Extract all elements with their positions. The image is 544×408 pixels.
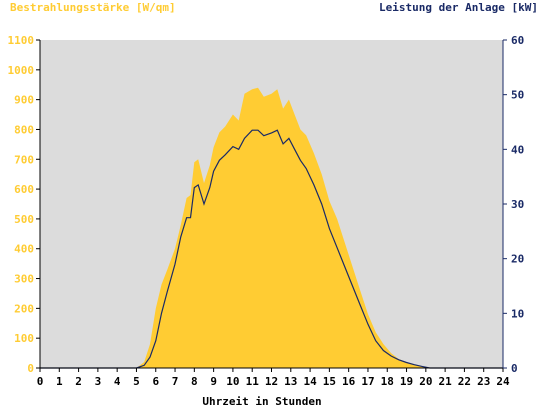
x-tick-label: 18 xyxy=(381,375,394,388)
series-power-line xyxy=(40,129,503,369)
left-tick-label: 700 xyxy=(14,153,34,166)
left-tick-label: 800 xyxy=(14,123,34,136)
x-tick-label: 7 xyxy=(172,375,179,388)
x-tick-label: 20 xyxy=(419,375,432,388)
x-tick-label: 10 xyxy=(226,375,239,388)
x-tick-label: 17 xyxy=(361,375,374,388)
x-tick-label: 21 xyxy=(439,375,453,388)
right-tick-label: 60 xyxy=(511,34,524,47)
x-tick-label: 9 xyxy=(210,375,217,388)
x-tick-label: 14 xyxy=(303,375,317,388)
x-tick-label: 12 xyxy=(265,375,278,388)
right-tick-label: 20 xyxy=(511,253,524,266)
left-tick-label: 1000 xyxy=(8,64,35,77)
x-tick-label: 4 xyxy=(114,375,121,388)
x-tick-label: 11 xyxy=(246,375,260,388)
x-tick-label: 3 xyxy=(95,375,102,388)
x-tick-label: 15 xyxy=(323,375,336,388)
x-tick-label: 2 xyxy=(75,375,82,388)
left-tick-label: 300 xyxy=(14,273,34,286)
x-tick-label: 16 xyxy=(342,375,356,388)
x-tick-label: 19 xyxy=(400,375,413,388)
x-tick-label: 1 xyxy=(56,375,63,388)
right-tick-label: 40 xyxy=(511,143,524,156)
left-tick-label: 1100 xyxy=(8,34,35,47)
right-tick-label: 50 xyxy=(511,89,524,102)
left-tick-label: 0 xyxy=(27,362,34,375)
x-tick-label: 8 xyxy=(191,375,198,388)
series-irradiance-area xyxy=(40,87,503,368)
x-tick-label: 13 xyxy=(284,375,297,388)
x-tick-label: 22 xyxy=(458,375,471,388)
left-tick-label: 900 xyxy=(14,94,34,107)
x-tick-label: 24 xyxy=(496,375,510,388)
left-tick-label: 600 xyxy=(14,183,34,196)
x-tick-label: 6 xyxy=(152,375,159,388)
left-tick-label: 100 xyxy=(14,332,34,345)
left-tick-label: 200 xyxy=(14,302,34,315)
left-tick-label: 400 xyxy=(14,243,34,256)
right-tick-label: 0 xyxy=(511,362,518,375)
right-tick-label: 10 xyxy=(511,307,524,320)
left-axis-title: Bestrahlungsstärke [W/qm] xyxy=(10,1,176,14)
right-axis-title: Leistung der Anlage [kW] xyxy=(379,1,538,14)
x-tick-label: 23 xyxy=(477,375,490,388)
x-tick-label: 0 xyxy=(37,375,44,388)
x-axis-title: Uhrzeit in Stunden xyxy=(202,395,321,408)
left-tick-label: 500 xyxy=(14,213,34,226)
x-tick-label: 5 xyxy=(133,375,140,388)
right-tick-label: 30 xyxy=(511,198,524,211)
